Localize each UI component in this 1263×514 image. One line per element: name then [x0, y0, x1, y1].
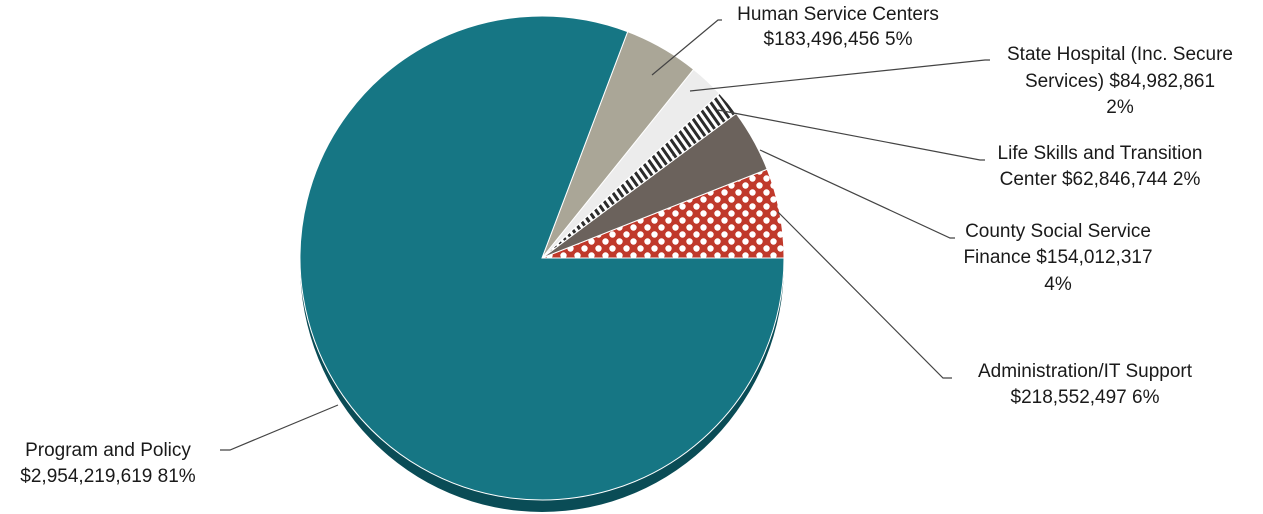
- label-state-pct: 2%: [1106, 97, 1134, 118]
- label-admin-value: $218,552,497 6%: [1011, 387, 1160, 408]
- leader-line-program: [220, 404, 339, 451]
- label-life-value: Center $62,846,744 2%: [1000, 169, 1201, 190]
- leader-line-admin: [777, 211, 952, 379]
- label-life: Life Skills and Transition Center $62,84…: [998, 143, 1203, 190]
- label-county-name: County Social Service: [965, 221, 1151, 242]
- label-county-value: Finance $154,012,317: [963, 247, 1152, 268]
- label-program-name: Program and Policy: [25, 440, 191, 461]
- leader-line-hsc: [651, 19, 722, 76]
- label-program-value: $2,954,219,619 81%: [20, 466, 195, 487]
- label-hsc-value: $183,496,456 5%: [764, 29, 913, 50]
- label-admin: Administration/IT Support $218,552,497 6…: [978, 361, 1193, 408]
- label-program: Program and Policy $2,954,219,619 81%: [20, 440, 195, 487]
- label-county-pct: 4%: [1044, 274, 1072, 295]
- pie-slices: [299, 15, 785, 501]
- label-county: County Social Service Finance $154,012,3…: [963, 221, 1152, 295]
- label-hsc-name: Human Service Centers: [737, 4, 939, 25]
- label-life-name: Life Skills and Transition: [998, 143, 1203, 164]
- leader-line-life: [717, 109, 985, 161]
- leader-line-state: [689, 59, 990, 92]
- label-state: State Hospital (Inc. Secure Services) $8…: [1007, 44, 1233, 118]
- label-state-name: State Hospital (Inc. Secure: [1007, 44, 1233, 65]
- pie-slice-program-and-policy: [299, 15, 785, 501]
- leader-line-county: [759, 149, 955, 239]
- label-hsc: Human Service Centers $183,496,456 5%: [737, 4, 939, 50]
- label-state-value: Services) $84,982,861: [1025, 71, 1215, 92]
- label-admin-name: Administration/IT Support: [978, 361, 1193, 382]
